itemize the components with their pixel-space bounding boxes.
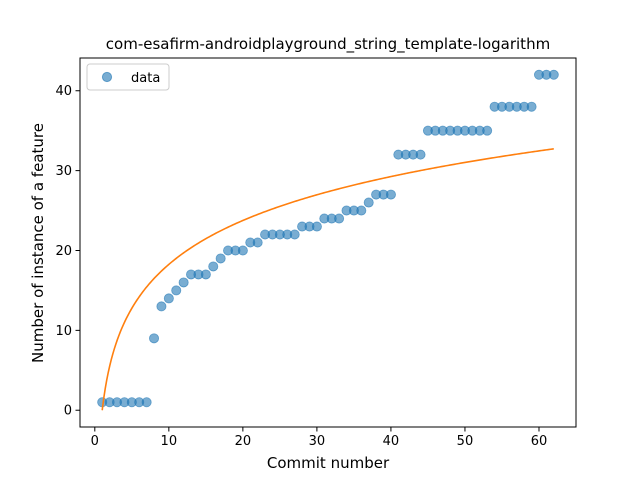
chart-title: com-esafirm-androidplayground_string_tem… — [106, 35, 550, 54]
x-axis-label: Commit number — [267, 454, 390, 472]
data-point — [356, 205, 367, 216]
data-point — [363, 197, 374, 208]
data-point — [334, 213, 345, 224]
data-point — [237, 245, 248, 256]
legend-box — [86, 63, 170, 91]
data-point — [149, 333, 160, 344]
data-point — [163, 293, 174, 304]
legend-marker — [101, 71, 113, 83]
data-point — [385, 189, 396, 200]
data-point — [178, 277, 189, 288]
axes-frame — [79, 57, 577, 428]
data-point — [415, 149, 426, 160]
x-tick-label: 40 — [383, 434, 400, 449]
x-tick-label: 10 — [161, 434, 178, 449]
x-tick-label: 60 — [531, 434, 548, 449]
data-point — [252, 237, 263, 248]
data-point — [208, 261, 219, 272]
data-point — [526, 101, 537, 112]
y-tick-label: 30 — [55, 164, 72, 179]
data-point — [311, 221, 322, 232]
x-tick-label: 50 — [457, 434, 474, 449]
y-tick-label: 0 — [64, 404, 72, 419]
data-point — [289, 229, 300, 240]
y-tick-label: 40 — [55, 84, 72, 99]
y-axis-label: Number of instance of a feature — [29, 123, 47, 363]
x-tick-label: 0 — [91, 434, 99, 449]
y-tick-label: 20 — [55, 244, 72, 259]
data-point — [141, 397, 152, 408]
y-tick-label: 10 — [55, 324, 72, 339]
legend-label: data — [131, 71, 160, 86]
fit-line — [101, 148, 554, 411]
data-point — [215, 253, 226, 264]
data-point — [548, 69, 559, 80]
data-point — [482, 125, 493, 136]
x-tick-label: 30 — [309, 434, 326, 449]
plot-area: 0 10 20 30 40 50 60 0 10 20 30 40 data — [55, 57, 577, 449]
data-point — [156, 301, 167, 312]
data-point — [171, 285, 182, 296]
x-tick-label: 20 — [235, 434, 252, 449]
data-point — [200, 269, 211, 280]
